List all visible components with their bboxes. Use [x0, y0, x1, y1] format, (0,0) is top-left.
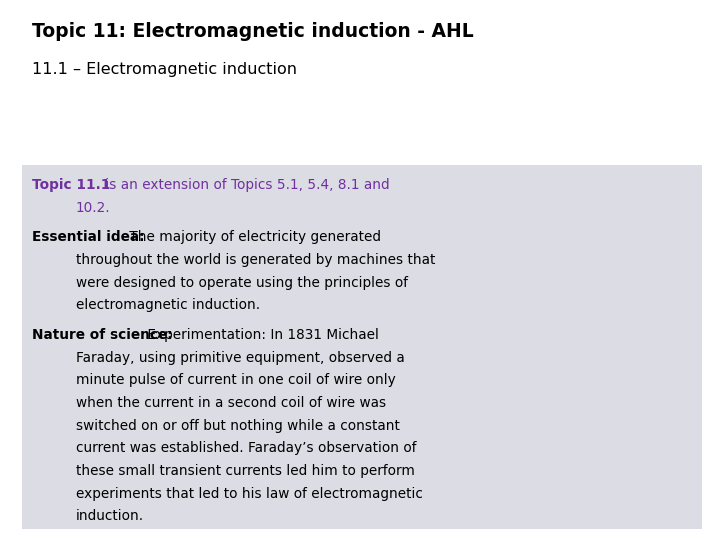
FancyBboxPatch shape [22, 165, 702, 529]
Text: Essential idea:: Essential idea: [32, 231, 145, 245]
Text: switched on or off but nothing while a constant: switched on or off but nothing while a c… [76, 418, 400, 433]
Text: 11.1 – Electromagnetic induction: 11.1 – Electromagnetic induction [32, 62, 297, 77]
Text: these small transient currents led him to perform: these small transient currents led him t… [76, 464, 415, 478]
Text: minute pulse of current in one coil of wire only: minute pulse of current in one coil of w… [76, 373, 395, 387]
Text: Topic 11.1: Topic 11.1 [32, 178, 111, 192]
Text: experiments that led to his law of electromagnetic: experiments that led to his law of elect… [76, 487, 423, 501]
Text: is an extension of Topics 5.1, 5.4, 8.1 and: is an extension of Topics 5.1, 5.4, 8.1 … [101, 178, 390, 192]
Text: The majority of electricity generated: The majority of electricity generated [125, 231, 381, 245]
Text: current was established. Faraday’s observation of: current was established. Faraday’s obser… [76, 441, 416, 455]
Text: Faraday, using primitive equipment, observed a: Faraday, using primitive equipment, obse… [76, 350, 405, 365]
Text: Experimentation: In 1831 Michael: Experimentation: In 1831 Michael [143, 328, 379, 342]
Text: Nature of science:: Nature of science: [32, 328, 173, 342]
Text: when the current in a second coil of wire was: when the current in a second coil of wir… [76, 396, 386, 410]
Text: were designed to operate using the principles of: were designed to operate using the princ… [76, 276, 408, 290]
Text: throughout the world is generated by machines that: throughout the world is generated by mac… [76, 253, 435, 267]
Text: 10.2.: 10.2. [76, 201, 110, 215]
Text: Topic 11: Electromagnetic induction - AHL: Topic 11: Electromagnetic induction - AH… [32, 22, 474, 40]
Text: electromagnetic induction.: electromagnetic induction. [76, 299, 260, 313]
Text: induction.: induction. [76, 509, 144, 523]
